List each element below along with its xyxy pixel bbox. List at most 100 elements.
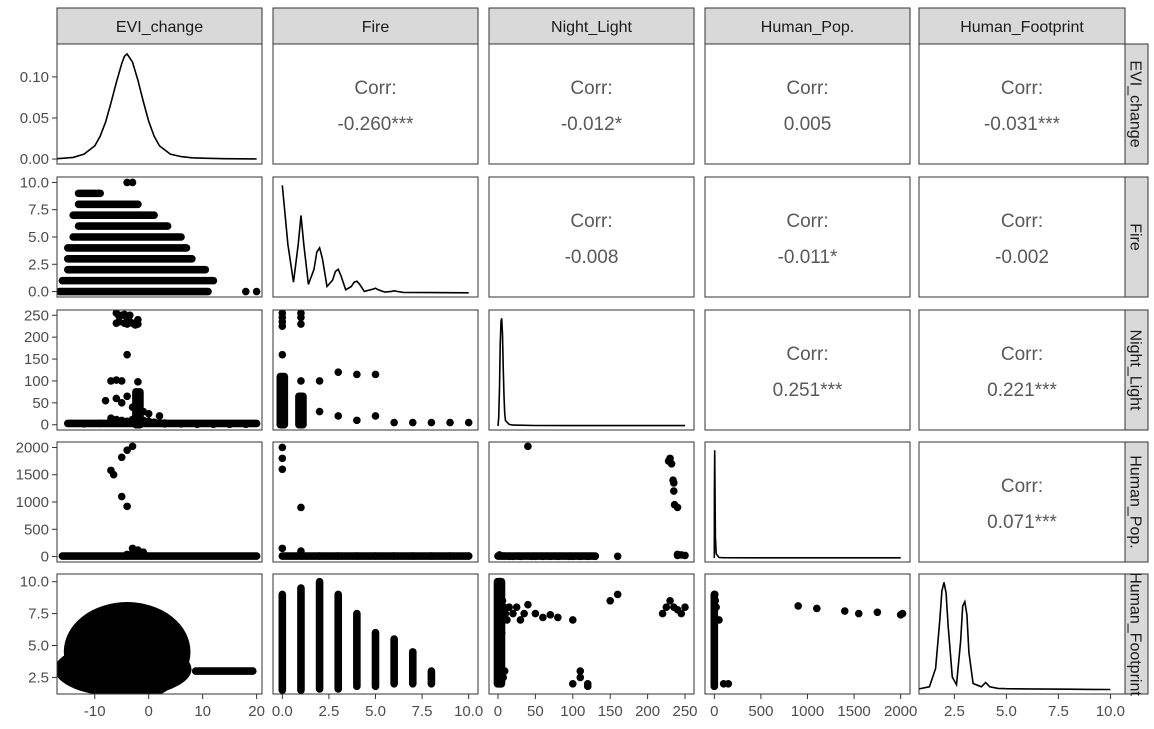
y-tick-label: 0.05 — [20, 110, 49, 127]
scatter-point — [371, 552, 380, 560]
scatter-point — [710, 590, 719, 599]
scatter-point — [539, 552, 547, 561]
scatter-point — [501, 609, 510, 618]
scatter-point — [711, 597, 720, 605]
panel-border — [918, 43, 1126, 165]
corr-value: -0.008 — [565, 247, 619, 268]
scatter-point — [109, 470, 118, 479]
corr-label: Corr: — [570, 78, 612, 99]
scatter-point — [123, 502, 131, 511]
scatter-band — [408, 648, 417, 688]
scatter-point — [278, 454, 287, 463]
density-curve-Human_Footprint — [919, 582, 1111, 691]
scatter-point — [497, 590, 505, 599]
x-tick-label: 10 — [194, 703, 211, 720]
y-tick-label: 500 — [24, 521, 49, 538]
scatter-point — [496, 679, 505, 688]
scatter-point — [520, 609, 528, 618]
scatter-band — [57, 287, 212, 296]
scatter-point — [315, 407, 324, 416]
scatter-point — [666, 597, 674, 605]
scatter-blob — [57, 641, 192, 694]
y-tick-label: 1500 — [16, 467, 49, 484]
scatter-point — [155, 412, 164, 420]
scatter-point — [408, 418, 417, 427]
scatter-band — [427, 667, 436, 688]
row-strip-label: Fire — [1127, 223, 1144, 251]
scatter-point — [531, 609, 540, 618]
scatter-point — [583, 552, 592, 561]
panel-background — [273, 442, 478, 562]
scatter-point — [209, 420, 218, 429]
x-tick-label: 7.5 — [1048, 703, 1069, 720]
density-curve-EVI_change — [57, 52, 257, 160]
scatter-point — [278, 350, 287, 359]
y-tick-label: 0.10 — [20, 69, 49, 86]
scatter-point — [568, 616, 577, 624]
column-strip-label: Human_Footprint — [960, 19, 1084, 36]
scatter-point — [112, 418, 121, 427]
scatter-point — [390, 552, 398, 560]
scatter-point — [613, 552, 622, 561]
scatter-point — [509, 609, 517, 618]
panel-background — [705, 177, 910, 297]
scatter-point — [334, 368, 343, 376]
column-strip — [704, 7, 911, 45]
y-tick-label: 5.0 — [28, 637, 49, 654]
density-curve-Human_Pop. — [713, 450, 901, 559]
scatter-point — [499, 673, 508, 682]
scatter-point — [225, 420, 234, 429]
x-tick-label: 200 — [635, 703, 660, 720]
scatter-point — [297, 394, 305, 403]
scatter-point — [669, 479, 678, 487]
corr-value: 0.221*** — [987, 380, 1057, 401]
scatter-point — [576, 552, 585, 561]
scatter-point — [546, 611, 555, 619]
panel-background — [489, 310, 694, 430]
scatter-point — [524, 600, 532, 609]
scatter-point — [278, 407, 287, 416]
y-tick-label: 150 — [24, 351, 49, 368]
panel-border — [488, 573, 695, 695]
scatter-point — [112, 394, 121, 403]
x-tick-label: 2.5 — [944, 703, 965, 720]
panel-border — [272, 441, 479, 563]
x-tick-label: 100 — [560, 703, 585, 720]
scatter-point — [583, 682, 592, 691]
scatter-point — [494, 584, 502, 592]
scatter-point — [498, 597, 507, 605]
y-tick-label: 2.5 — [28, 256, 49, 273]
scatter-point — [539, 613, 547, 622]
scatter-point — [334, 412, 343, 420]
panel-border — [918, 309, 1126, 431]
y-tick-label: 1000 — [16, 494, 49, 511]
scatter-point — [516, 616, 525, 624]
x-tick-label: 2.5 — [318, 703, 339, 720]
scatter-point — [278, 322, 287, 331]
scatter-point — [794, 602, 802, 610]
panel-border — [918, 573, 1126, 695]
scatter-point — [278, 377, 287, 385]
y-tick-label: 2.5 — [28, 669, 49, 686]
x-tick-label: 500 — [748, 703, 773, 720]
scatter-point — [427, 418, 436, 427]
scatter-point — [128, 442, 137, 451]
x-tick-label: 20 — [248, 703, 265, 720]
x-tick-label: 10.0 — [454, 703, 483, 720]
scatter-point — [495, 577, 504, 586]
x-tick-label: -10 — [84, 703, 106, 720]
scatter-point — [494, 654, 503, 663]
x-tick-label: 0.0 — [272, 703, 293, 720]
density-curve-Fire — [281, 185, 469, 294]
corr-label: Corr: — [786, 344, 828, 365]
panel-border — [488, 176, 695, 298]
corr-value: 0.071*** — [987, 512, 1057, 533]
scatter-point — [80, 420, 88, 428]
scatter-point — [96, 419, 104, 428]
y-tick-label: 5.0 — [28, 229, 49, 246]
y-tick-label: 200 — [24, 329, 49, 346]
column-strip-label: Human_Pop. — [761, 19, 854, 36]
density-curve-Night_Light — [497, 318, 685, 427]
scatter-band — [74, 222, 172, 230]
